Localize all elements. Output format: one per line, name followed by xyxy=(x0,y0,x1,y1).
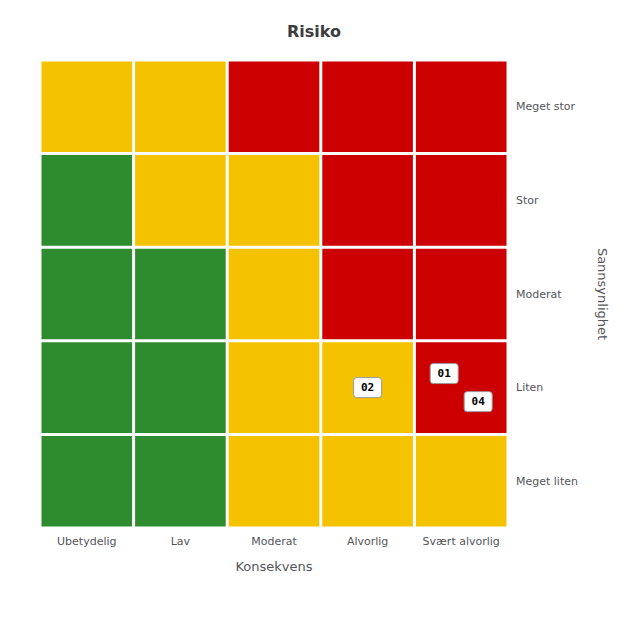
svg-text:Moderat: Moderat xyxy=(251,535,297,548)
svg-text:Konsekvens: Konsekvens xyxy=(235,559,312,574)
svg-text:Meget liten: Meget liten xyxy=(516,475,578,488)
svg-text:01: 01 xyxy=(438,367,452,380)
svg-text:Risiko: Risiko xyxy=(287,22,341,41)
svg-text:02: 02 xyxy=(361,381,374,394)
svg-text:Ubetydelig: Ubetydelig xyxy=(57,535,116,548)
svg-text:Svært alvorlig: Svært alvorlig xyxy=(423,535,500,548)
svg-text:04: 04 xyxy=(472,395,486,408)
svg-text:Moderat: Moderat xyxy=(516,288,562,301)
svg-text:Lav: Lav xyxy=(171,535,191,548)
svg-text:Sannsynlighet: Sannsynlighet xyxy=(595,248,610,340)
svg-text:Liten: Liten xyxy=(516,381,543,394)
svg-text:Alvorlig: Alvorlig xyxy=(347,535,388,548)
svg-text:Stor: Stor xyxy=(516,194,539,207)
svg-text:Meget stor: Meget stor xyxy=(516,100,576,113)
